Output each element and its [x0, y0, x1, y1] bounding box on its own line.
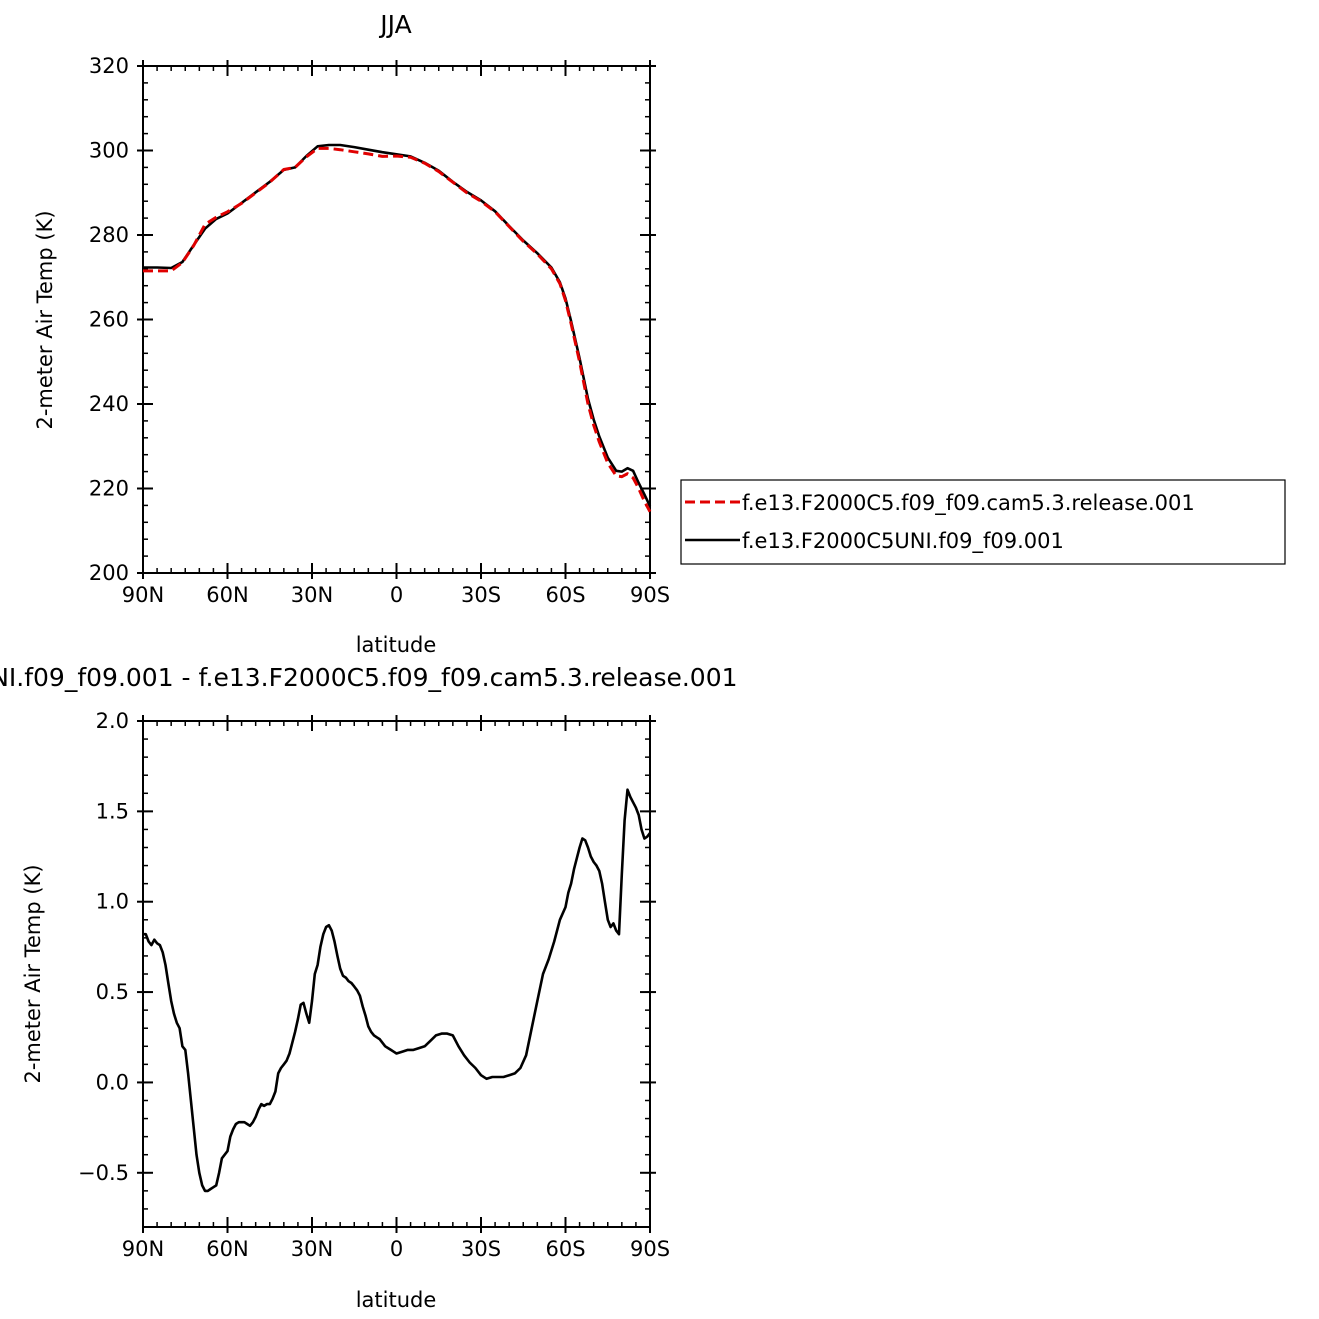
top-plot-frame [142, 65, 651, 574]
top-x-tick-label: 90N [122, 583, 164, 607]
legend-label-series-2: f.e13.F2000C5UNI.f09_f09.001 [742, 529, 1064, 554]
bottom-y-tick-label: 1.0 [96, 890, 129, 914]
bottom-y-tick-label: 2.0 [96, 709, 129, 733]
bottom-x-axis-title: latitude [356, 1288, 437, 1312]
bottom-x-tick-label: 90N [122, 1237, 164, 1261]
top-y-tick-label: 260 [89, 308, 129, 332]
bottom-plot-frame [142, 720, 651, 1228]
top-panel: JJA 90N 60N 30N 0 30S 60S 90S 200 220 240 260 280 30… [33, 10, 670, 657]
bottom-series-line-1 [143, 788, 652, 1193]
top-y-tick-label: 280 [89, 223, 129, 247]
bottom-plot-area: 90N 60N 30N 0 30S 60S 90S −0.5 0.0 0.5 1.0 1.5 2.0 [78, 709, 670, 1261]
legend-label-series-1: f.e13.F2000C5.f09_f09.cam5.3.release.001 [742, 491, 1195, 516]
top-x-tick-label: 90S [630, 583, 670, 607]
legend: f.e13.F2000C5.f09_f09.cam5.3.release.001… [680, 479, 1286, 565]
bottom-y-axis-title: 2-meter Air Temp (K) [21, 864, 45, 1083]
bottom-x-tick-label: 30S [461, 1237, 501, 1261]
bottom-y-tick-label: 0.0 [96, 1070, 129, 1094]
top-y-tick-label: 220 [89, 477, 129, 501]
top-series-line-2 [143, 146, 652, 513]
legend-box [680, 479, 1286, 565]
top-y-tick-label: 200 [89, 561, 129, 585]
bottom-y-tick-label: 1.5 [96, 799, 129, 823]
bottom-x-tick-label: 0 [390, 1237, 403, 1261]
bottom-panel: f.e13.F2000C5UNI.f09_f09.001 - f.e13.F20… [0, 663, 738, 1312]
top-x-axis-title: latitude [356, 633, 437, 657]
bottom-x-tick-label: 30N [291, 1237, 333, 1261]
bottom-chart-title: f.e13.F2000C5UNI.f09_f09.001 - f.e13.F20… [0, 663, 738, 692]
top-y-tick-label: 240 [89, 392, 129, 416]
top-chart-title: JJA [378, 10, 411, 39]
top-x-tick-label: 30S [461, 583, 501, 607]
top-y-tick-label: 320 [89, 54, 129, 78]
top-series-line-1 [143, 143, 652, 507]
top-x-tick-label: 0 [390, 583, 403, 607]
bottom-x-tick-label: 60S [545, 1237, 585, 1261]
bottom-x-tick-label: 90S [630, 1237, 670, 1261]
top-x-tick-label: 60S [545, 583, 585, 607]
top-x-tick-label: 30N [291, 583, 333, 607]
bottom-y-tick-label: 0.5 [96, 980, 129, 1004]
top-x-tick-label: 60N [206, 583, 248, 607]
top-plot-area: 90N 60N 30N 0 30S 60S 90S 200 220 240 260 280 300 320 [89, 54, 670, 607]
top-y-axis-title: 2-meter Air Temp (K) [33, 210, 57, 429]
bottom-x-tick-label: 60N [206, 1237, 248, 1261]
bottom-y-tick-label: −0.5 [78, 1161, 129, 1185]
top-y-tick-label: 300 [89, 139, 129, 163]
